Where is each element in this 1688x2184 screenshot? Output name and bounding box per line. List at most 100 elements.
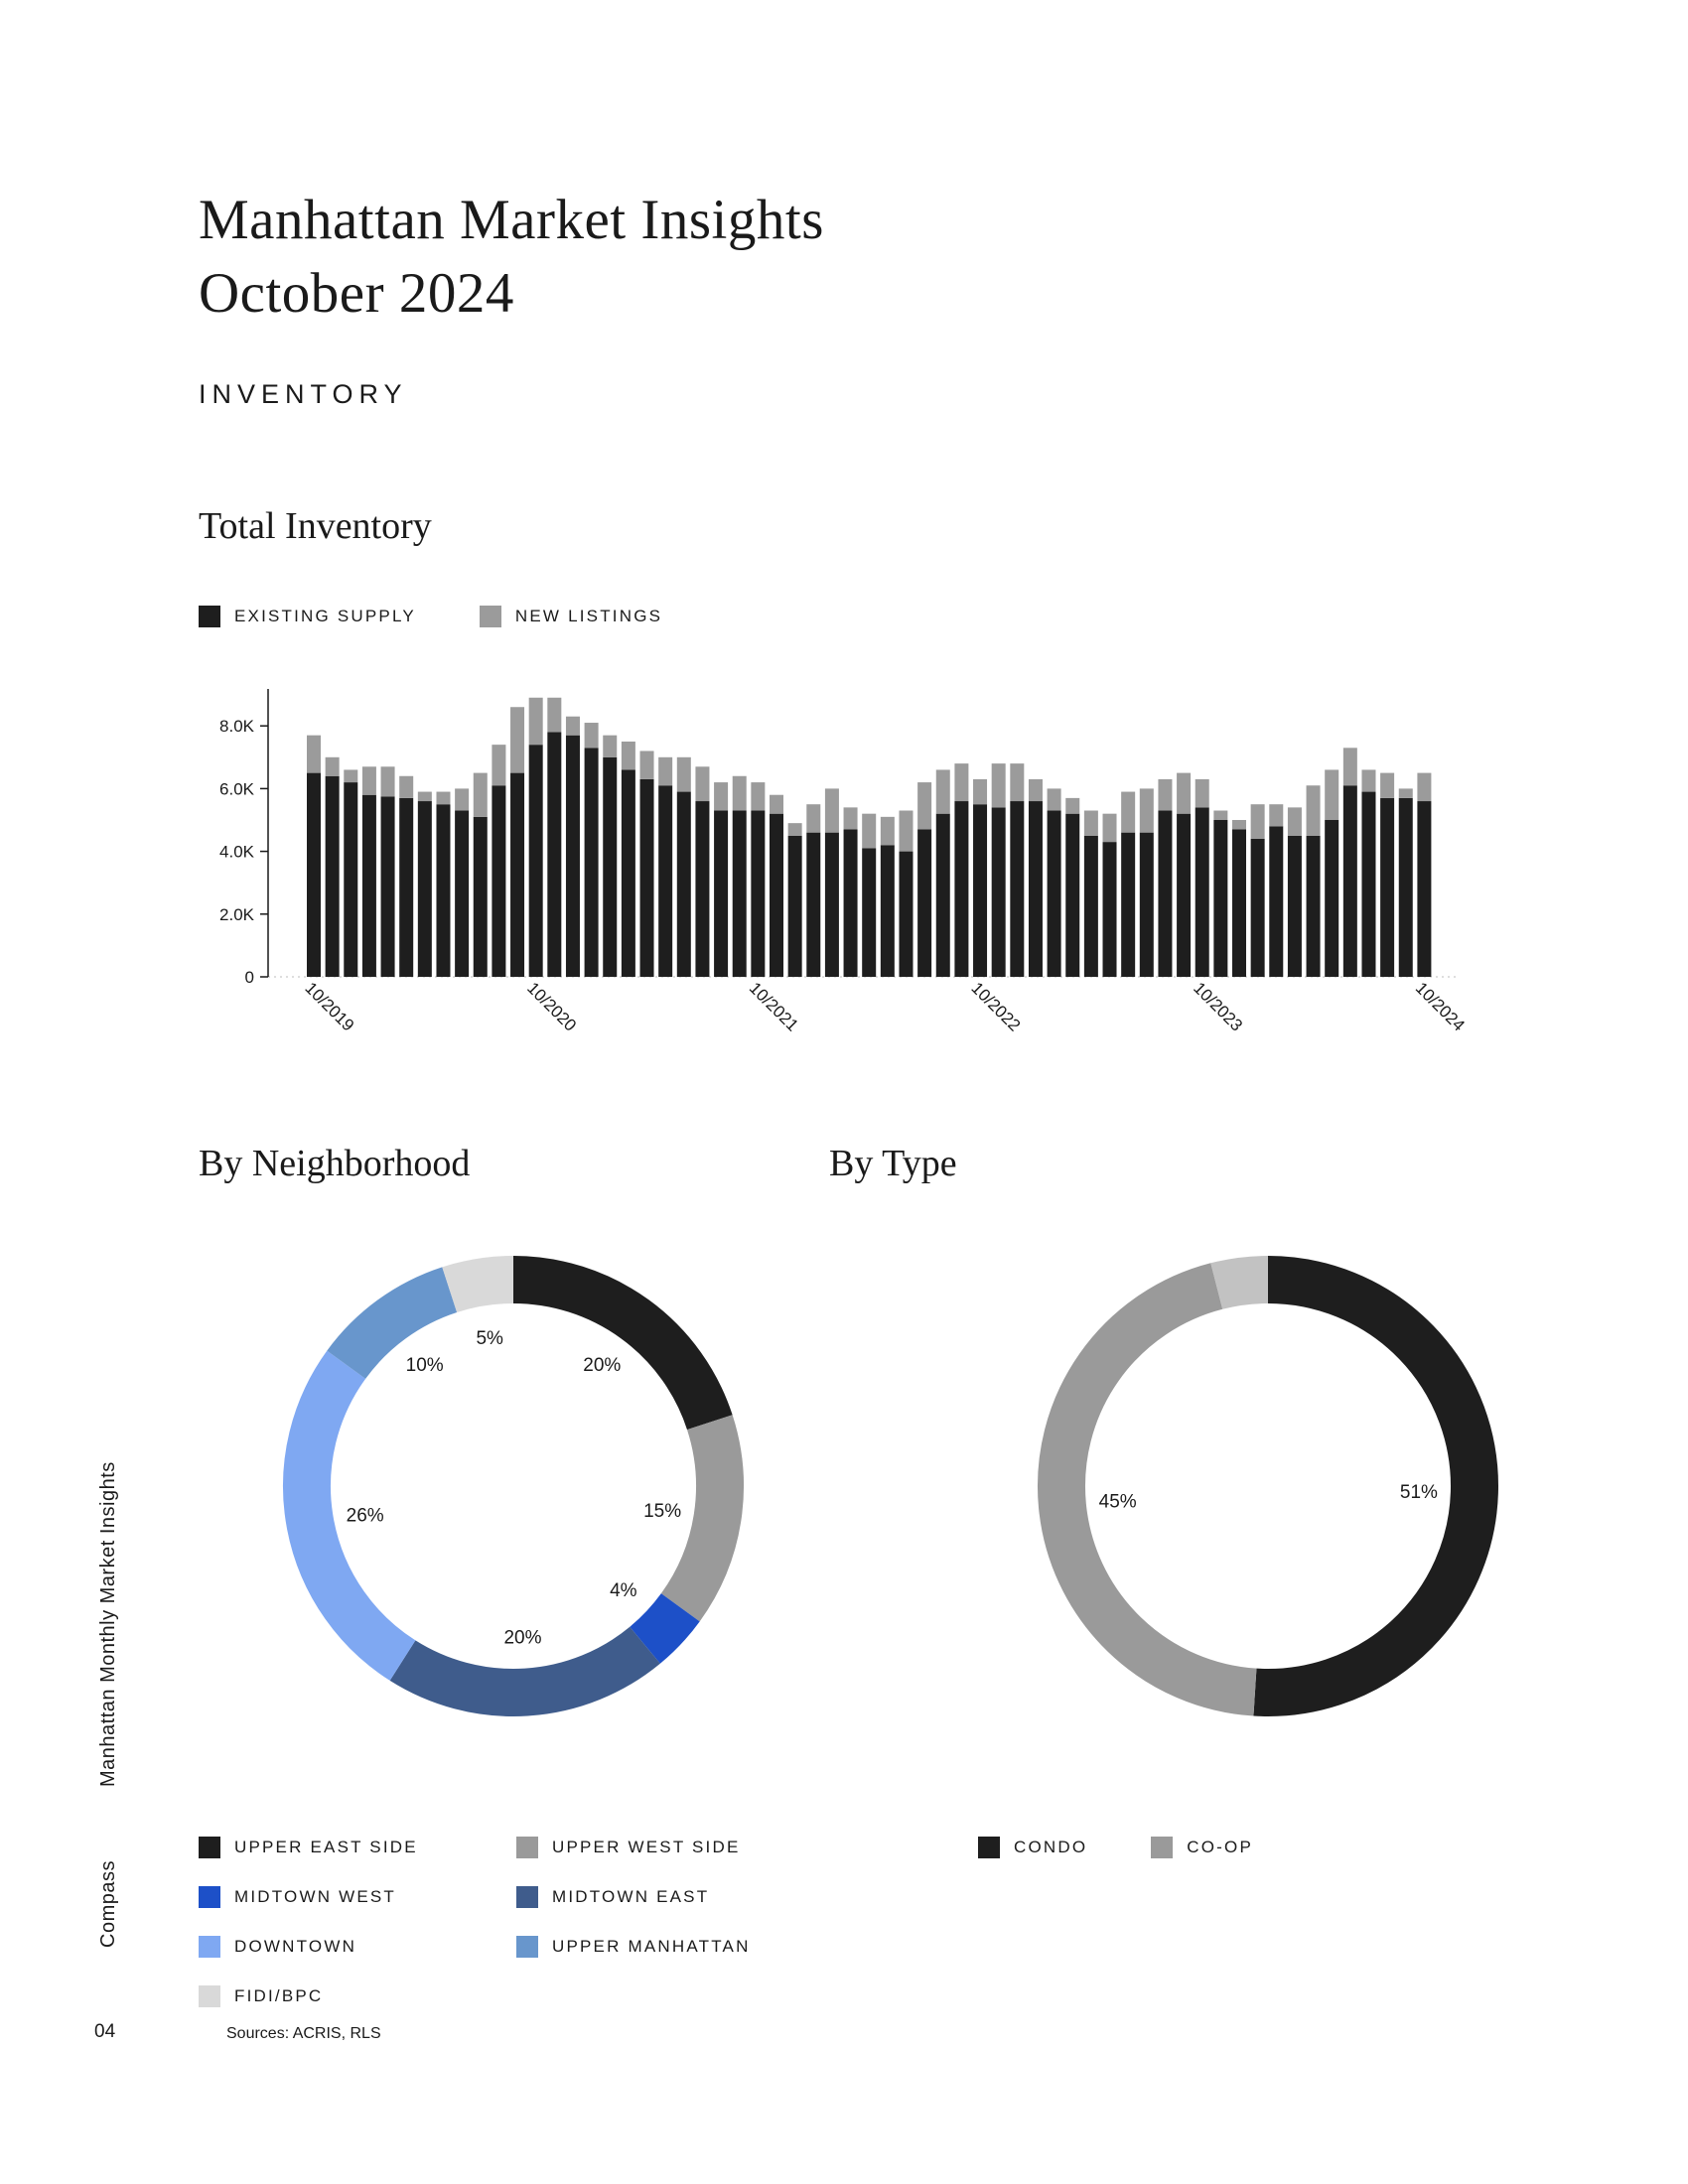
legend-label: CONDO (1014, 1838, 1088, 1856)
total-inventory-bar-chart: 0 2.0K 4.0K 6.0K 8.0K 10/2019 10/2020 10/2021 10… (219, 689, 1469, 1035)
bar-existing-supply (1417, 801, 1432, 977)
y-tick-label: 6.0K (219, 779, 255, 798)
bar-existing-supply (307, 772, 321, 977)
bar-new-listings (843, 807, 858, 830)
neighborhood-legend: UPPER EAST SIDE UPPER WEST SIDE MIDTOWN WE… (199, 1837, 834, 2007)
legend-item: CONDO (978, 1837, 1087, 1858)
legend-item: NEW LISTINGS (479, 606, 663, 627)
donut-segment (327, 1267, 458, 1380)
bar-existing-supply (1269, 826, 1284, 977)
bar-new-listings (973, 778, 988, 805)
legend-label: UPPER EAST SIDE (234, 1838, 418, 1856)
bar-existing-supply (1102, 842, 1117, 977)
bar-new-listings (492, 745, 506, 786)
legend-item: FIDI/BPC (199, 1985, 516, 2007)
bar-existing-supply (1250, 838, 1265, 977)
donut-segment (442, 1256, 514, 1313)
donut-segment (512, 1256, 733, 1431)
bar-new-listings (824, 788, 839, 833)
legend-label: MIDTOWN WEST (234, 1887, 397, 1906)
page-title: Manhattan Market Insights October 2024 (199, 184, 824, 331)
bar-new-listings (862, 813, 877, 849)
bar-new-listings (1010, 763, 1025, 802)
legend-item: EXISTING SUPPLY (199, 606, 416, 627)
bar-existing-supply (751, 810, 766, 977)
bar-new-listings (1325, 769, 1339, 820)
bar-existing-supply (991, 807, 1006, 977)
legend-swatch (1151, 1837, 1174, 1858)
legend-item: UPPER EAST SIDE (199, 1837, 516, 1858)
bar-existing-supply (361, 794, 376, 977)
bar-new-listings (806, 804, 821, 833)
neighborhood-chart-title: By Neighborhood (199, 1143, 471, 1184)
bar-existing-supply (1380, 797, 1395, 977)
bar-existing-supply (565, 735, 580, 977)
bar-existing-supply (1361, 791, 1376, 977)
bar-new-listings (770, 794, 783, 814)
bar-new-listings (455, 788, 470, 811)
bar-new-listings (436, 791, 451, 805)
legend-swatch (479, 606, 501, 627)
bar-new-listings (732, 775, 747, 811)
bar-new-listings (380, 766, 395, 797)
bar-existing-supply (1398, 797, 1413, 977)
legend-item: DOWNTOWN (199, 1936, 516, 1958)
legend-label: MIDTOWN EAST (552, 1887, 710, 1906)
x-tick-label: 10/2021 (746, 979, 802, 1035)
bar-existing-supply (824, 832, 839, 977)
donut-segment (660, 1415, 744, 1622)
bar-new-listings (1102, 813, 1117, 843)
bar-new-listings (639, 751, 654, 779)
bar-existing-supply (1287, 835, 1302, 977)
bar-existing-supply (1325, 820, 1339, 977)
bar-new-listings (676, 756, 691, 792)
type-legend: CONDO CO-OP (978, 1837, 1253, 1858)
bar-new-listings (954, 763, 969, 802)
donut-percent-label: 45% (1099, 1491, 1137, 1512)
donut-percent-label: 20% (583, 1355, 621, 1376)
bar-existing-supply (1121, 832, 1136, 977)
bar-new-listings (1287, 807, 1302, 836)
bar-existing-supply (1195, 807, 1209, 977)
donut-percent-label: 5% (476, 1328, 503, 1349)
bar-new-listings (1121, 791, 1136, 833)
bar-existing-supply (935, 813, 950, 977)
bar-existing-supply (510, 772, 525, 977)
bar-existing-supply (528, 745, 543, 977)
legend-item: UPPER MANHATTAN (516, 1936, 834, 1958)
bar-existing-supply (380, 796, 395, 977)
bar-existing-supply (1342, 785, 1357, 977)
bar-new-listings (991, 763, 1006, 808)
page-number: 04 (94, 2021, 116, 2042)
bar-new-listings (1139, 788, 1154, 833)
legend-swatch (199, 1936, 220, 1958)
bar-existing-supply (714, 810, 729, 977)
bar-new-listings (1232, 820, 1246, 830)
bar-existing-supply (436, 804, 451, 977)
bar-existing-supply (639, 778, 654, 977)
bar-existing-supply (899, 851, 914, 977)
x-tick-label: 10/2020 (523, 979, 580, 1035)
bar-new-listings (1398, 788, 1413, 798)
bar-existing-supply (1083, 835, 1098, 977)
bar-new-listings (1195, 778, 1209, 808)
bar-new-listings (658, 756, 673, 786)
legend-label: FIDI/BPC (234, 1986, 324, 2005)
donut-segment (1037, 1263, 1257, 1716)
legend-label: NEW LISTINGS (514, 607, 663, 625)
bar-new-listings (1213, 810, 1228, 820)
y-tick-label: 0 (245, 968, 254, 987)
donut-percent-label: 4% (610, 1580, 637, 1601)
legend-label: EXISTING SUPPLY (234, 607, 416, 625)
bar-new-listings (1177, 772, 1192, 814)
bar-new-listings (603, 735, 618, 757)
by-type-donut-chart: 51% 45% (1037, 1256, 1498, 1716)
donut-segment (629, 1592, 700, 1664)
bar-existing-supply (455, 810, 470, 977)
bar-new-listings (473, 772, 488, 817)
bar-existing-supply (954, 801, 969, 977)
bar-new-listings (307, 735, 321, 773)
x-tick-label: 10/2024 (1412, 979, 1469, 1035)
legend-label: CO-OP (1187, 1838, 1254, 1856)
legend-swatch (978, 1837, 1000, 1858)
